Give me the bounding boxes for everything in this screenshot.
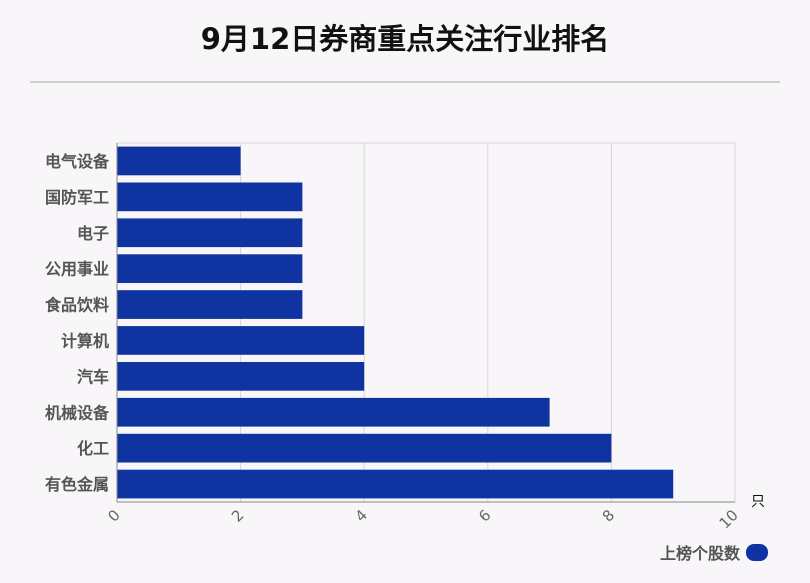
category-label: 计算机 <box>61 331 109 350</box>
x-tick-label: 6 <box>475 506 494 525</box>
legend-swatch <box>746 543 768 561</box>
bar <box>117 290 303 319</box>
category-label: 机械设备 <box>45 403 110 422</box>
category-label: 国防军工 <box>45 188 109 207</box>
x-tick-label: 8 <box>599 506 618 525</box>
category-label: 电气设备 <box>45 152 110 171</box>
category-label: 公用事业 <box>45 260 109 279</box>
category-label: 汽车 <box>77 367 109 386</box>
title-divider <box>30 81 780 83</box>
legend-label: 上榜个股数 <box>659 544 740 563</box>
x-tick-label: 10 <box>716 506 742 532</box>
chart-title: 9月12日券商重点关注行业排名 <box>200 22 610 56</box>
legend: 上榜个股数 <box>660 540 768 564</box>
category-label: 电子 <box>77 224 109 243</box>
bar <box>117 433 612 463</box>
bar <box>117 218 303 248</box>
category-label: 食品饮料 <box>44 296 109 315</box>
category-label: 有色金属 <box>45 475 109 494</box>
category-label: 化工 <box>77 439 109 458</box>
bar <box>117 182 303 212</box>
bar <box>117 361 365 391</box>
x-unit-label: 只 <box>751 494 765 510</box>
bar <box>117 397 550 427</box>
bar <box>117 469 674 499</box>
bar <box>117 254 303 284</box>
bar <box>117 326 365 355</box>
x-tick-label: 0 <box>104 506 123 525</box>
x-tick-label: 2 <box>228 506 247 525</box>
bar <box>117 146 241 176</box>
x-tick-label: 4 <box>352 506 371 525</box>
